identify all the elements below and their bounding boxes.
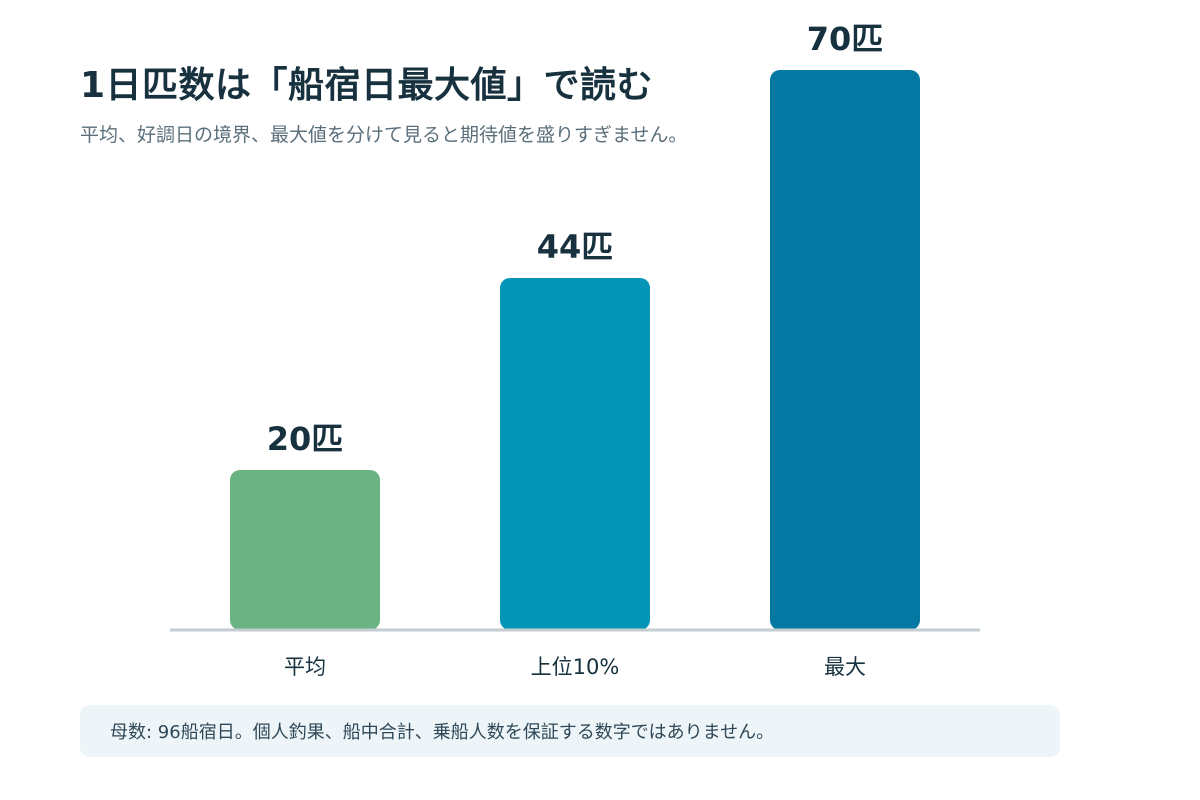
bar-value-label-1: 44匹 bbox=[537, 228, 614, 266]
category-label-1: 上位10% bbox=[531, 655, 620, 679]
bar-value-label-2: 70匹 bbox=[807, 20, 884, 58]
footnote-text: 母数: 96船宿日。個人釣果、船中合計、乗船人数を保証する数字ではありません。 bbox=[110, 722, 775, 743]
chart-subtitle: 平均、好調日の境界、最大値を分けて見ると期待値を盛りすぎません。 bbox=[80, 124, 688, 146]
category-label-0: 平均 bbox=[284, 655, 326, 679]
bar-value-label-0: 20匹 bbox=[267, 420, 344, 458]
bar-0 bbox=[230, 470, 380, 630]
bar-1 bbox=[500, 278, 650, 630]
bar-2 bbox=[770, 70, 920, 630]
category-label-2: 最大 bbox=[824, 655, 866, 679]
bars-layer bbox=[230, 70, 920, 630]
chart-title: 1日匹数は「船宿日最大値」で読む bbox=[80, 65, 654, 106]
footnote-box: 母数: 96船宿日。個人釣果、船中合計、乗船人数を保証する数字ではありません。 bbox=[80, 705, 1060, 757]
